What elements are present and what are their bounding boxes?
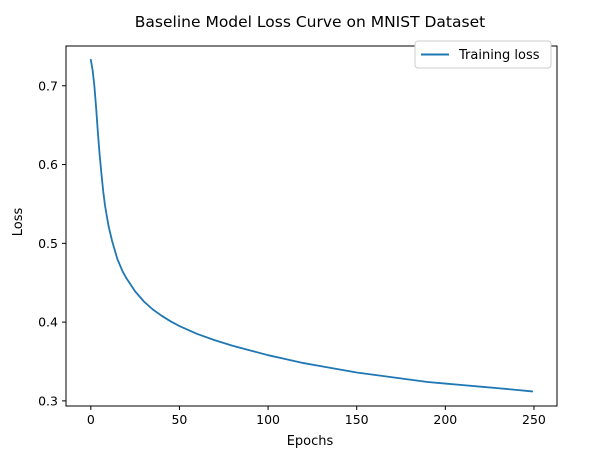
x-tick-label: 0 bbox=[87, 412, 95, 427]
y-tick-label: 0.6 bbox=[38, 157, 58, 172]
legend: Training loss bbox=[414, 40, 552, 69]
y-tick-label: 0.3 bbox=[38, 393, 58, 408]
y-tick-label: 0.7 bbox=[38, 78, 58, 93]
plot-area bbox=[65, 45, 558, 407]
x-tick-label: 200 bbox=[433, 412, 457, 427]
legend-series-label: Training loss bbox=[458, 48, 540, 63]
y-axis-label: Loss bbox=[11, 208, 26, 237]
x-tick-label: 100 bbox=[256, 412, 280, 427]
x-axis-label: Epochs bbox=[287, 434, 334, 449]
y-tick-label: 0.4 bbox=[38, 315, 58, 330]
legend-box bbox=[414, 40, 552, 69]
x-axis: 0 50 100 150 200 250 bbox=[87, 406, 546, 427]
x-tick-label: 50 bbox=[171, 412, 187, 427]
plot-frame bbox=[65, 45, 558, 407]
y-tick-label: 0.5 bbox=[38, 236, 58, 251]
x-tick-label: 150 bbox=[345, 412, 369, 427]
series-line-training-loss bbox=[89, 58, 534, 393]
y-axis: 0.3 0.4 0.5 0.6 0.7 bbox=[38, 78, 66, 408]
x-tick-label: 250 bbox=[522, 412, 546, 427]
chart-title: Baseline Model Loss Curve on MNIST Datas… bbox=[135, 13, 485, 31]
